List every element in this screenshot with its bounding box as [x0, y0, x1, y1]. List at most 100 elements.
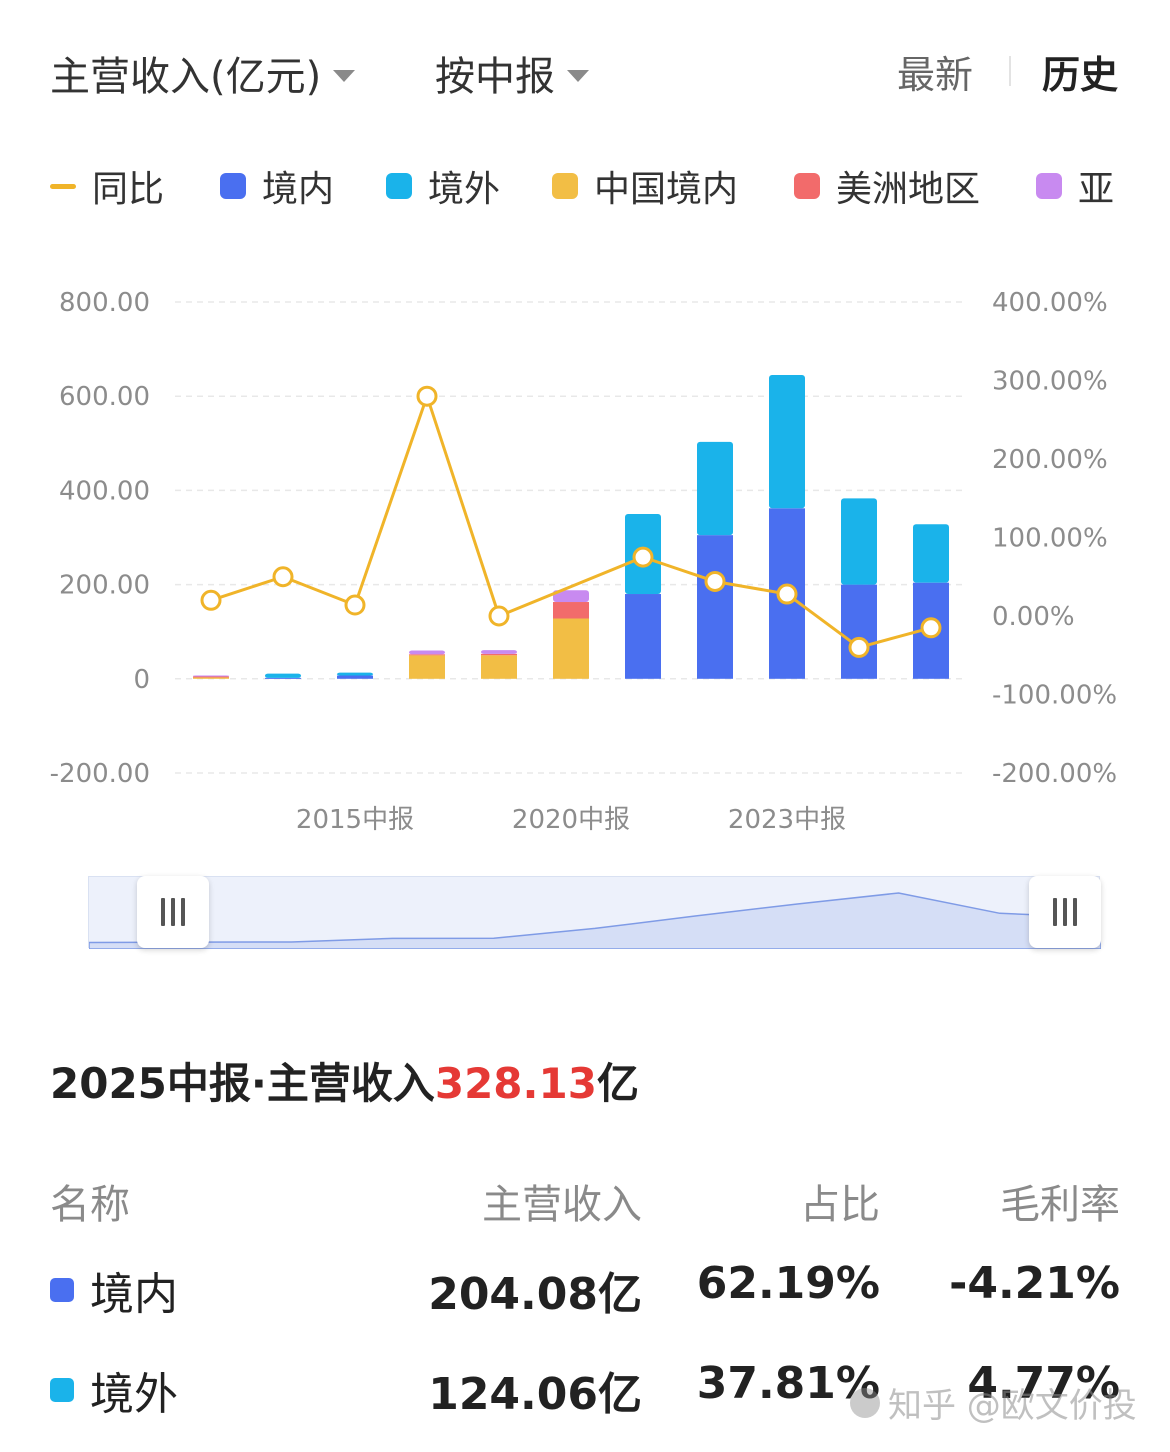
- yoy-point: [776, 583, 798, 605]
- period-dropdown[interactable]: 按中报: [435, 44, 589, 102]
- yoy-point: [272, 566, 294, 588]
- summary-title: 2025中报·主营收入328.13亿: [50, 1050, 639, 1111]
- summary-value: 328.13: [434, 1059, 597, 1108]
- yoy-point: [416, 385, 438, 407]
- legend-label: 境外: [428, 169, 501, 210]
- legend-label: 同比: [92, 169, 165, 210]
- table-header: 名称 主营收入 占比 毛利率: [50, 1172, 1120, 1252]
- tab-latest[interactable]: 最新: [897, 53, 974, 97]
- bar-segment: [481, 653, 517, 656]
- legend-swatch: [794, 173, 820, 199]
- bar-segment: [409, 650, 445, 655]
- x-tick-label: 2015中报: [296, 805, 414, 835]
- row-margin: -4.21%: [949, 1258, 1120, 1309]
- tab-history[interactable]: 历史: [1042, 53, 1119, 97]
- range-handle-left[interactable]: [137, 876, 209, 948]
- row-name-label: 境内: [90, 1269, 178, 1320]
- yoy-point: [704, 570, 726, 592]
- bar-segment: [913, 524, 949, 583]
- metric-dropdown-label: 主营收入(亿元): [50, 54, 322, 100]
- top-bar: 主营收入(亿元) 按中报 最新 历史: [0, 0, 1170, 140]
- bar-segment: [481, 650, 517, 654]
- bar-segment: [337, 672, 373, 676]
- y-left-tick-label: 200.00: [59, 571, 150, 601]
- y-left-tick-label: 800.00: [59, 288, 150, 318]
- chart-legend: 同比 境内 境外 中国境内 美洲地区 亚: [50, 160, 1170, 216]
- revenue-chart: 800.00 600.00 400.00 200.00 0 -200.00 400.00% 3…: [50, 288, 1117, 835]
- row-name: 境内: [50, 1258, 178, 1322]
- row-share: 37.81%: [696, 1358, 880, 1409]
- bar-segment: [625, 594, 661, 679]
- yoy-point: [488, 605, 510, 627]
- grip-icon: [171, 898, 175, 926]
- legend-item-overseas[interactable]: 境外: [386, 160, 500, 212]
- legend-swatch: [50, 183, 76, 189]
- bar-segment: [841, 584, 877, 679]
- row-name-label: 境外: [90, 1369, 178, 1420]
- legend-item-china-domestic[interactable]: 中国境内: [552, 160, 738, 212]
- legend-label: 境内: [262, 169, 335, 210]
- period-dropdown-label: 按中报: [435, 54, 555, 100]
- y-right-tick-label: 400.00%: [992, 288, 1108, 318]
- header-share: 占比: [800, 1182, 880, 1228]
- slider-preview-area: [89, 892, 1101, 949]
- summary-suffix: 亿: [596, 1059, 639, 1108]
- y-right-tick-label: 300.00%: [992, 367, 1108, 397]
- bar-segment: [337, 675, 373, 679]
- row-name: 境外: [50, 1358, 178, 1422]
- grip-icon: [161, 898, 165, 926]
- tab-divider: [1009, 56, 1011, 86]
- yoy-point: [344, 594, 366, 616]
- yoy-line: [210, 394, 932, 649]
- watermark-text: 知乎 @欧文价投: [888, 1386, 1137, 1426]
- legend-item-asia[interactable]: 亚: [1036, 160, 1114, 212]
- yoy-point: [920, 617, 942, 639]
- bar-segment: [553, 590, 589, 603]
- row-margin: 4.77%: [967, 1358, 1120, 1409]
- x-tick-label: 2020中报: [512, 805, 630, 835]
- bar-segment: [553, 618, 589, 679]
- caret-down-icon: [333, 70, 356, 82]
- bar-segment: [265, 677, 301, 679]
- legend-label: 亚: [1078, 169, 1115, 210]
- legend-label: 美洲地区: [836, 169, 981, 210]
- y-right-tick-label: 0.00%: [992, 602, 1075, 632]
- legend-item-americas[interactable]: 美洲地区: [794, 160, 980, 212]
- legend-swatch: [220, 173, 246, 199]
- y-left-tick-label: -200.00: [50, 759, 150, 789]
- range-handle-right[interactable]: [1029, 876, 1101, 948]
- legend-swatch: [552, 173, 578, 199]
- y-right-tick-label: -200.00%: [992, 759, 1117, 789]
- grip-icon: [181, 898, 185, 926]
- grip-icon: [1063, 898, 1067, 926]
- table-row[interactable]: 境外 124.06亿 37.81% 4.77%: [50, 1358, 1120, 1438]
- legend-item-yoy[interactable]: 同比: [50, 160, 164, 212]
- bar-segment: [769, 375, 805, 509]
- y-left-tick-label: 400.00: [59, 476, 150, 506]
- row-color-dot: [50, 1378, 74, 1402]
- bar-segment: [193, 677, 229, 679]
- bar-segment: [697, 441, 733, 536]
- yoy-point: [632, 546, 654, 568]
- bar-segment: [409, 654, 445, 656]
- row-revenue: 124.06亿: [428, 1369, 642, 1420]
- y-left-tick-label: 600.00: [59, 382, 150, 412]
- legend-swatch: [386, 173, 412, 199]
- summary-prefix: 2025中报·主营收入: [50, 1059, 435, 1108]
- range-slider-preview: [89, 892, 1101, 949]
- bar-segment: [481, 655, 517, 679]
- header-margin: 毛利率: [1000, 1182, 1120, 1228]
- legend-item-domestic[interactable]: 境内: [220, 160, 334, 212]
- row-revenue: 204.08亿: [428, 1269, 642, 1320]
- y-right-tick-label: 100.00%: [992, 524, 1108, 554]
- grip-icon: [1053, 898, 1057, 926]
- caret-down-icon: [567, 70, 589, 82]
- y-right-tick-label: 200.00%: [992, 445, 1108, 475]
- bar-segment: [553, 602, 589, 619]
- range-slider[interactable]: [88, 876, 1101, 949]
- zhihu-logo-icon: [850, 1387, 880, 1418]
- metric-dropdown[interactable]: 主营收入(亿元): [50, 44, 356, 102]
- y-right-tick-label: -100.00%: [992, 681, 1117, 711]
- table-row[interactable]: 境内 204.08亿 62.19% -4.21%: [50, 1258, 1120, 1338]
- grip-icon: [1073, 898, 1077, 926]
